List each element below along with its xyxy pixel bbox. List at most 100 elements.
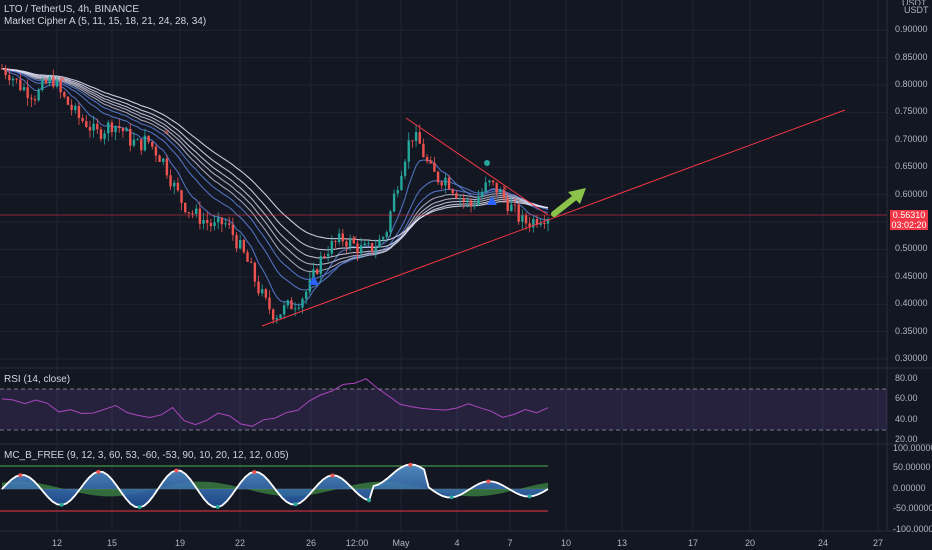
- ascending-trendline[interactable]: [261, 109, 846, 327]
- candle: [451, 188, 454, 196]
- price-tick-label: 0.35000: [895, 325, 928, 336]
- candle: [429, 156, 432, 164]
- candle: [271, 308, 275, 324]
- cross-marker: ×: [428, 157, 433, 167]
- rsi-line: [1, 378, 549, 427]
- price-tick-label: 0.60000: [895, 188, 928, 199]
- candle: [462, 193, 465, 209]
- candle: [378, 234, 381, 248]
- candle: [407, 132, 410, 169]
- ema-line-18: [1, 68, 549, 273]
- indicator-legend[interactable]: Market Cipher A (5, 11, 15, 18, 21, 24, …: [4, 16, 207, 27]
- candle: [143, 128, 147, 152]
- candle: [180, 189, 183, 211]
- green-dot-marker: [484, 160, 490, 166]
- last-price-tag: 0.56310: [890, 210, 928, 220]
- candle: [66, 96, 70, 106]
- candle: [132, 132, 136, 148]
- ema-line-11: [1, 68, 549, 291]
- buy-dot: [367, 498, 372, 503]
- cross-marker: ×: [502, 183, 507, 193]
- candle: [532, 216, 535, 233]
- candle: [8, 67, 11, 86]
- candle: [535, 215, 539, 228]
- countdown-tag: 03:02:20: [890, 220, 928, 230]
- candle: [227, 216, 231, 229]
- buy-dot: [293, 502, 298, 507]
- candle: [363, 239, 366, 246]
- blue-triangle-marker: [309, 276, 319, 285]
- blue-triangle-marker: [487, 196, 497, 205]
- candle: [246, 249, 249, 262]
- rsi-tick-label: 80.00: [895, 373, 918, 383]
- price-tick-label: 0.70000: [895, 133, 928, 144]
- candle: [341, 228, 344, 247]
- candle: [158, 154, 161, 162]
- buy-dot: [137, 505, 142, 510]
- price-tick-label: 0.65000: [895, 161, 928, 172]
- sell-dot: [330, 473, 335, 478]
- candle: [63, 91, 66, 99]
- descending-trendline[interactable]: [405, 117, 549, 216]
- ema-line-34: [1, 68, 549, 242]
- candle: [315, 267, 319, 276]
- candle: [473, 200, 476, 210]
- sell-dot: [252, 470, 257, 475]
- candle: [136, 137, 139, 141]
- time-tick-label: May: [392, 538, 410, 548]
- time-tick-label: 24: [817, 538, 829, 548]
- mc-tick-label: 0.00000: [893, 483, 926, 493]
- arrow-drawing[interactable]: [551, 188, 586, 217]
- candle: [389, 209, 392, 238]
- candle: [359, 237, 363, 258]
- candle: [374, 239, 377, 259]
- candle: [88, 120, 92, 138]
- rsi-legend[interactable]: RSI (14, close): [4, 374, 71, 385]
- candle: [260, 284, 264, 297]
- candle: [74, 103, 77, 114]
- buy-dot: [449, 495, 454, 500]
- candle: [22, 83, 26, 92]
- candle: [85, 115, 88, 129]
- candle: [33, 95, 37, 105]
- candle: [19, 73, 22, 92]
- mc-legend[interactable]: MC_B_FREE (9, 12, 3, 60, 53, -60, -53, 9…: [4, 450, 289, 461]
- candle: [129, 123, 132, 152]
- mc-tick-label: -50.00000: [893, 503, 932, 513]
- currency-label[interactable]: USDT: [904, 5, 929, 15]
- candle: [517, 202, 520, 225]
- candle: [213, 214, 216, 231]
- candle: [356, 240, 359, 262]
- candle: [264, 287, 268, 301]
- ema-line-28: [1, 68, 549, 251]
- time-tick-label: 17: [687, 538, 699, 548]
- candle: [396, 186, 399, 198]
- candle: [224, 217, 227, 228]
- price-tick-label: 0.85000: [895, 51, 928, 62]
- symbol-legend[interactable]: LTO / TetherUS, 4h, BINANCE: [4, 4, 140, 15]
- sell-dot: [174, 468, 179, 473]
- candle: [337, 228, 341, 245]
- buy-dot: [215, 504, 220, 509]
- candle: [92, 116, 95, 138]
- candle: [352, 235, 355, 245]
- time-tick-label: 12: [51, 538, 63, 548]
- price-tick-label: 0.30000: [895, 353, 928, 363]
- candle: [286, 299, 290, 309]
- candle: [425, 154, 429, 164]
- ema-line-21: [1, 68, 549, 266]
- candle: [484, 176, 487, 194]
- candle: [151, 141, 154, 150]
- candle: [231, 217, 235, 241]
- ema-ribbon: [1, 68, 549, 306]
- candle: [257, 275, 260, 296]
- candle: [55, 76, 59, 89]
- candle: [253, 261, 257, 288]
- candle: [334, 239, 337, 248]
- candle: [275, 314, 279, 324]
- wave-line: [1, 463, 549, 509]
- candle: [480, 188, 484, 199]
- candle: [495, 182, 498, 197]
- candle: [491, 180, 495, 186]
